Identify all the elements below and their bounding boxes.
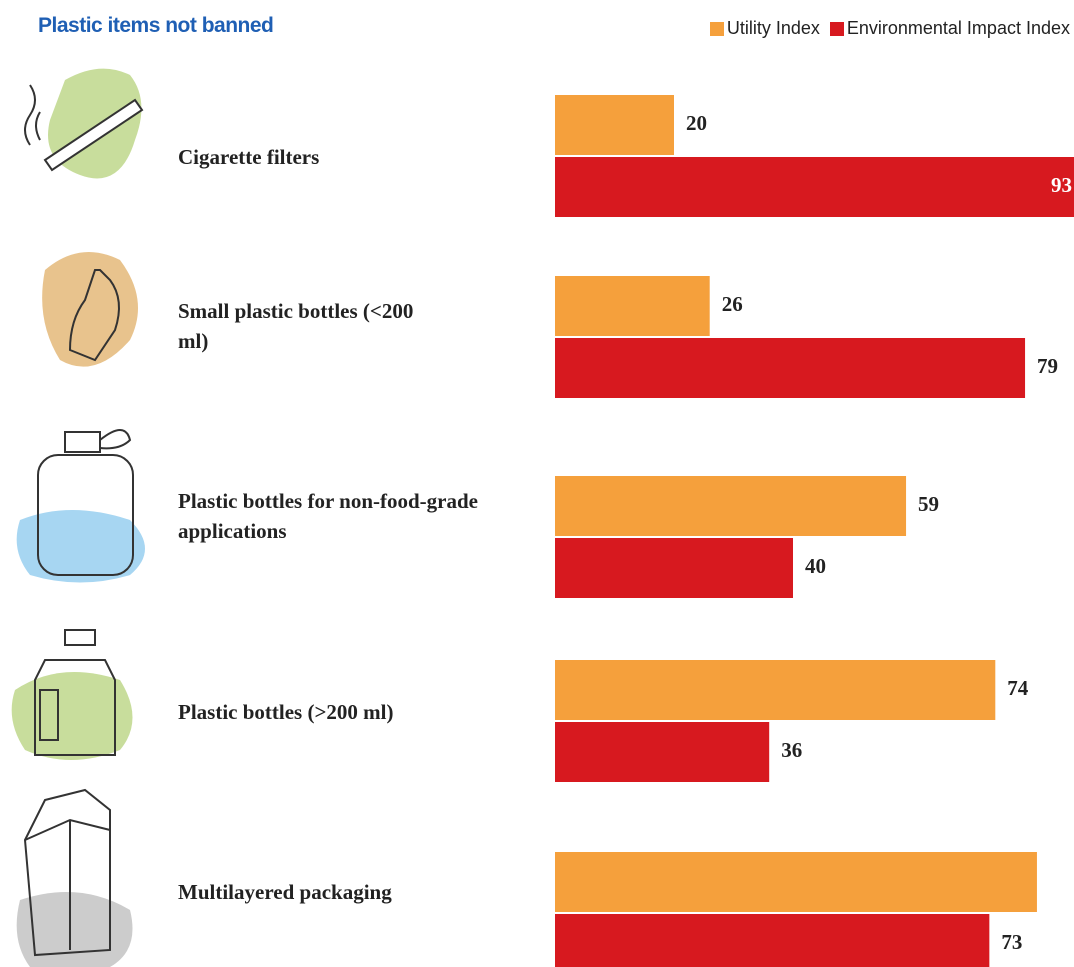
bar	[555, 722, 770, 782]
bar	[555, 660, 996, 720]
bar	[555, 157, 1074, 217]
value-label: 74	[1007, 676, 1029, 700]
category-label: Plastic bottles for non-food-grade appli…	[178, 489, 478, 543]
bar	[555, 914, 990, 967]
value-label: 26	[722, 292, 743, 316]
legend: Utility Index Environmental Impact Index	[709, 18, 1070, 39]
bar	[555, 476, 907, 536]
legend-swatch	[709, 21, 724, 36]
value-label: 40	[805, 554, 826, 578]
bar	[555, 276, 710, 336]
legend-item: Utility Index	[709, 18, 820, 39]
legend-label: Environmental Impact Index	[846, 18, 1070, 38]
bar	[555, 538, 793, 598]
value-label: 79	[1037, 354, 1058, 378]
category-label: Multilayered packaging	[178, 880, 392, 904]
bar	[555, 95, 674, 155]
icons	[11, 68, 145, 967]
category-label: Plastic bottles (>200 ml)	[178, 700, 394, 724]
legend-item: Environmental Impact Index	[829, 18, 1070, 39]
value-label: 73	[1001, 930, 1022, 954]
legend-swatch	[829, 21, 844, 36]
bar	[555, 338, 1026, 398]
bar	[555, 852, 1037, 912]
value-label: 81	[1051, 868, 1072, 892]
chart-title: Plastic items not banned	[38, 14, 274, 37]
value-label: 59	[918, 492, 939, 516]
value-label: 20	[686, 111, 707, 135]
category-label: Small plastic bottles (<200 ml)	[178, 299, 414, 353]
legend-label: Utility Index	[726, 18, 820, 38]
category-label: Cigarette filters	[178, 145, 320, 169]
value-label: 93	[1051, 173, 1072, 197]
value-label: 36	[781, 738, 802, 762]
